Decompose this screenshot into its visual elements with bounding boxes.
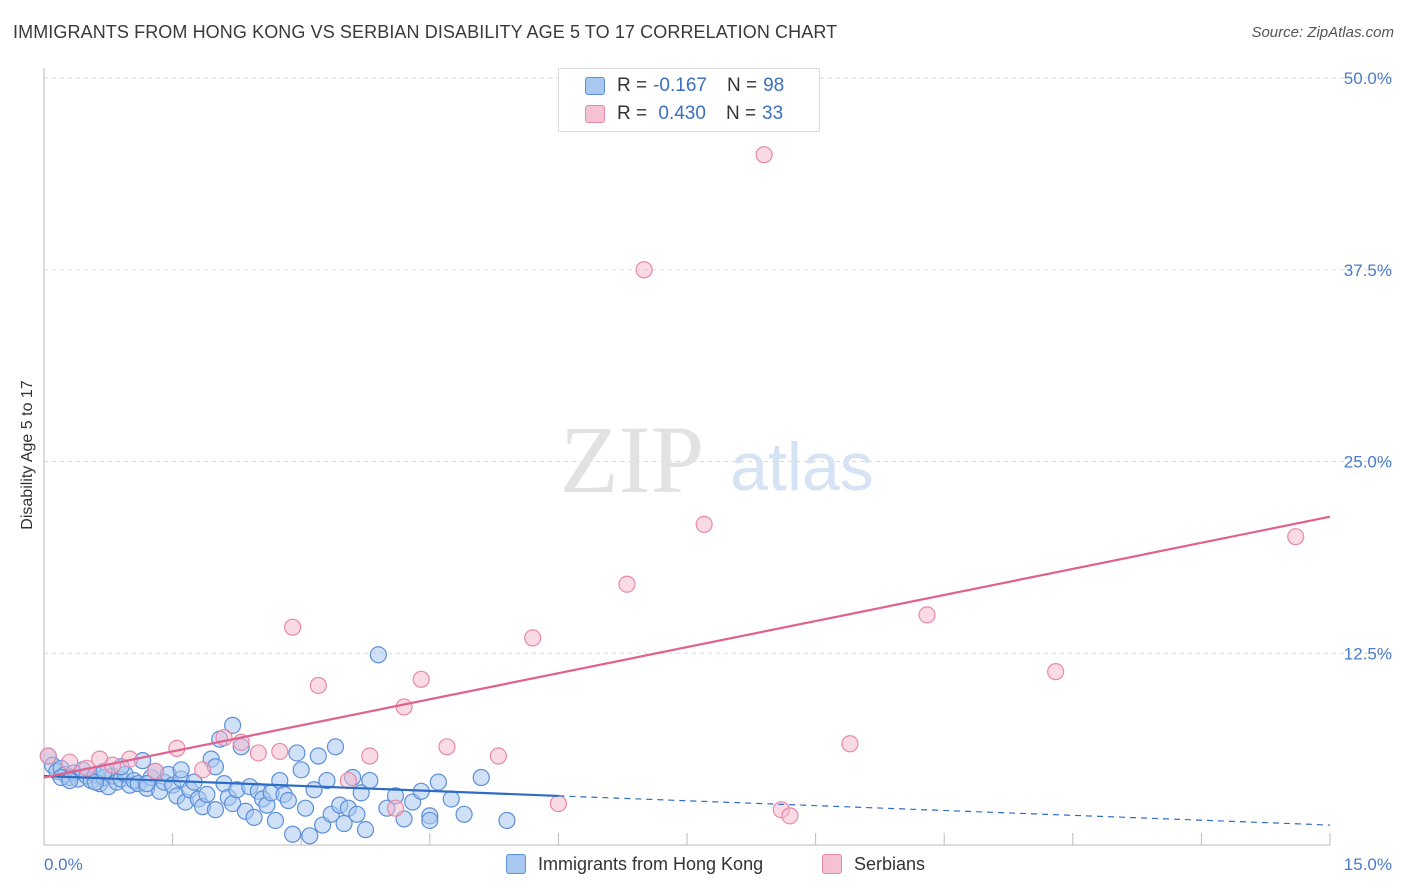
data-point-hong-kong bbox=[172, 761, 190, 779]
data-point-serbians bbox=[361, 747, 379, 765]
data-point-hong-kong bbox=[498, 811, 516, 830]
data-point-serbians bbox=[841, 735, 859, 753]
data-point-serbians bbox=[386, 799, 405, 817]
data-point-serbians bbox=[524, 629, 542, 647]
data-point-serbians bbox=[339, 771, 357, 790]
legend-label-serbians: Serbians bbox=[854, 853, 926, 874]
data-point-serbians bbox=[781, 807, 799, 825]
data-point-serbians bbox=[918, 606, 936, 624]
data-point-serbians bbox=[755, 146, 773, 164]
data-point-serbians bbox=[549, 794, 568, 813]
x-tick-label: 0.0% bbox=[44, 855, 83, 874]
correlation-legend: R = -0.167 N = 98 R = 0.430 N = 33 bbox=[558, 68, 820, 132]
data-point-serbians bbox=[695, 515, 713, 533]
legend-row-pink: R = 0.430 N = 33 bbox=[585, 101, 783, 127]
legend-label-hong-kong: Immigrants from Hong Kong bbox=[538, 853, 764, 874]
y-tick-label: 25.0% bbox=[1344, 453, 1392, 472]
data-point-serbians bbox=[284, 618, 302, 636]
legend-r-value: -0.167 bbox=[653, 75, 707, 96]
data-point-hong-kong bbox=[356, 821, 375, 839]
legend-item-serbians: Serbians bbox=[822, 852, 925, 876]
data-point-hong-kong bbox=[369, 646, 387, 664]
data-point-serbians bbox=[395, 698, 413, 716]
data-point-serbians bbox=[1287, 528, 1305, 546]
trend-line-serbians bbox=[43, 515, 1331, 779]
data-point-serbians bbox=[39, 747, 57, 765]
trend-line-hong-kong bbox=[43, 774, 559, 798]
series-hong-kong-points bbox=[39, 646, 516, 845]
data-point-hong-kong bbox=[309, 747, 327, 765]
data-point-serbians bbox=[412, 670, 430, 688]
data-point-serbians bbox=[309, 676, 327, 695]
grid-lines bbox=[44, 77, 1392, 654]
data-point-serbians bbox=[271, 742, 289, 761]
legend-r-value: 0.430 bbox=[653, 103, 706, 124]
data-point-hong-kong bbox=[288, 744, 306, 762]
legend-swatch-blue bbox=[585, 77, 605, 95]
data-point-serbians bbox=[61, 753, 79, 771]
data-point-hong-kong bbox=[421, 811, 439, 830]
legend-n-label: N = bbox=[725, 103, 757, 124]
data-point-hong-kong bbox=[224, 716, 242, 734]
data-point-hong-kong bbox=[279, 791, 297, 810]
data-point-hong-kong bbox=[455, 805, 473, 823]
axes bbox=[43, 68, 1331, 846]
watermark-zip: ZIP bbox=[560, 406, 704, 513]
data-point-serbians bbox=[438, 738, 456, 756]
y-tick-label: 37.5% bbox=[1344, 261, 1392, 280]
data-point-serbians bbox=[489, 747, 507, 765]
data-point-serbians bbox=[194, 761, 212, 779]
data-point-hong-kong bbox=[442, 790, 460, 808]
legend-r-label: R = bbox=[617, 103, 648, 124]
legend-row-blue: R = -0.167 N = 98 bbox=[585, 73, 784, 99]
data-point-hong-kong bbox=[245, 808, 263, 826]
legend-item-hong-kong: Immigrants from Hong Kong bbox=[506, 852, 763, 876]
data-point-hong-kong bbox=[348, 805, 366, 823]
data-point-hong-kong bbox=[296, 799, 315, 817]
tick-labels: 12.5% 25.0% 37.5% 50.0% 0.0% 15.0% bbox=[44, 69, 1392, 874]
series-serbians-points bbox=[39, 146, 1305, 825]
data-point-hong-kong bbox=[61, 771, 79, 790]
chart-title: IMMIGRANTS FROM HONG KONG VS SERBIAN DIS… bbox=[13, 22, 838, 42]
data-point-hong-kong bbox=[326, 738, 345, 756]
data-point-hong-kong bbox=[198, 785, 216, 803]
legend-swatch-blue bbox=[506, 854, 526, 874]
data-point-hong-kong bbox=[292, 761, 310, 779]
data-point-hong-kong bbox=[361, 771, 379, 790]
data-point-hong-kong bbox=[318, 771, 336, 790]
data-point-hong-kong bbox=[266, 811, 285, 830]
legend-swatch-pink bbox=[585, 105, 605, 123]
data-point-serbians bbox=[249, 744, 267, 762]
data-point-hong-kong bbox=[429, 773, 447, 791]
data-point-hong-kong bbox=[284, 825, 302, 843]
y-tick-label: 12.5% bbox=[1344, 644, 1392, 663]
data-point-serbians bbox=[1047, 663, 1065, 681]
watermark-atlas: atlas bbox=[730, 429, 874, 505]
legend-n-value: 98 bbox=[763, 75, 785, 96]
data-point-hong-kong bbox=[206, 801, 225, 819]
source-credit: Source: ZipAtlas.com bbox=[1251, 24, 1394, 41]
y-tick-label: 50.0% bbox=[1344, 69, 1392, 88]
legend-swatch-pink bbox=[822, 854, 842, 874]
data-point-serbians bbox=[635, 261, 653, 279]
trend-lines bbox=[43, 515, 1331, 826]
data-point-serbians bbox=[618, 575, 636, 593]
legend-r-label: R = bbox=[617, 75, 648, 96]
data-point-hong-kong bbox=[472, 768, 490, 787]
x-tick-label: 15.0% bbox=[1344, 855, 1392, 874]
legend-n-label: N = bbox=[726, 75, 758, 96]
legend-n-value: 33 bbox=[762, 103, 784, 124]
data-point-hong-kong bbox=[301, 827, 319, 845]
trend-line-hong-kong-extension bbox=[558, 795, 1331, 826]
data-point-serbians bbox=[146, 762, 165, 780]
